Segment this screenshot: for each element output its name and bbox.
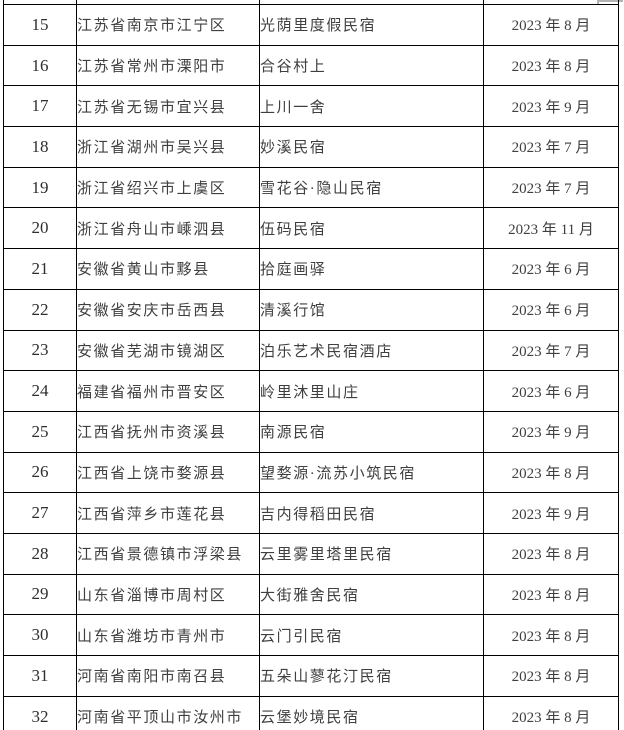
row-number-cell: 29 xyxy=(3,573,77,616)
table-row: 23 安徽省芜湖市镜湖区 泊乐艺术民宿酒店 2023 年 7 月 xyxy=(3,329,619,372)
row-number-cell: 28 xyxy=(3,532,77,575)
homestay-name-cell: 云堡妙境民宿 xyxy=(259,695,484,730)
table-row: 27 江西省萍乡市莲花县 吉内得稻田民宿 2023 年 9 月 xyxy=(3,492,619,534)
row-number-cell: 18 xyxy=(3,126,77,168)
row-number-cell: 25 xyxy=(3,410,77,453)
homestay-name-cell: 雪花谷·隐山民宿 xyxy=(259,166,484,209)
homestay-name-cell: 吉内得稻田民宿 xyxy=(259,492,484,534)
table-row: 26 江西省上饶市婺源县 望婺源·流苏小筑民宿 2023 年 8 月 xyxy=(3,451,619,494)
date-cell: 2023 年 8 月 xyxy=(483,451,619,494)
location-cell: 山东省淄博市周村区 xyxy=(76,573,260,616)
date-cell: 2023 年 8 月 xyxy=(483,655,619,697)
date-cell: 2023 年 6 月 xyxy=(483,288,619,331)
row-number-cell: 32 xyxy=(3,695,77,730)
table-row: 16 江苏省常州市溧阳市 合谷村上 2023 年 8 月 xyxy=(3,44,619,87)
partial-row-above xyxy=(3,0,619,5)
table-row: 20 浙江省舟山市嵊泗县 伍码民宿 2023 年 11 月 xyxy=(3,207,619,250)
row-number-cell: 24 xyxy=(3,370,77,412)
date-cell: 2023 年 7 月 xyxy=(483,126,619,168)
homestay-name-cell: 望婺源·流苏小筑民宿 xyxy=(259,451,484,494)
homestay-list-table: 15 江苏省南京市江宁区 光荫里度假民宿 2023 年 8 月 16 江苏省常州… xyxy=(3,0,619,730)
table-row: 18 浙江省湖州市吴兴县 妙溪民宿 2023 年 7 月 xyxy=(3,126,619,168)
location-cell: 江苏省常州市溧阳市 xyxy=(76,44,260,87)
date-cell: 2023 年 8 月 xyxy=(483,4,619,46)
date-cell: 2023 年 8 月 xyxy=(483,695,619,730)
table-row: 30 山东省潍坊市青州市 云门引民宿 2023 年 8 月 xyxy=(3,614,619,656)
table-row: 31 河南省南阳市南召县 五朵山蓼花汀民宿 2023 年 8 月 xyxy=(3,655,619,697)
location-cell: 浙江省湖州市吴兴县 xyxy=(76,126,260,168)
date-cell xyxy=(483,0,619,5)
row-number-cell: 30 xyxy=(3,614,77,656)
homestay-name-cell: 伍码民宿 xyxy=(259,207,484,250)
location-cell: 浙江省绍兴市上虞区 xyxy=(76,166,260,209)
location-cell: 浙江省舟山市嵊泗县 xyxy=(76,207,260,250)
row-number-cell: 31 xyxy=(3,655,77,697)
homestay-name-cell: 云里雾里塔里民宿 xyxy=(259,532,484,575)
homestay-name-cell: 上川一舍 xyxy=(259,85,484,128)
row-number-cell: 15 xyxy=(3,4,77,46)
date-cell: 2023 年 9 月 xyxy=(483,410,619,453)
homestay-name-cell: 泊乐艺术民宿酒店 xyxy=(259,329,484,372)
table-row: 25 江西省抚州市资溪县 南源民宿 2023 年 9 月 xyxy=(3,410,619,453)
location-cell: 江苏省无锡市宜兴县 xyxy=(76,85,260,128)
table-row: 29 山东省淄博市周村区 大街雅舍民宿 2023 年 8 月 xyxy=(3,573,619,616)
row-number-cell: 27 xyxy=(3,492,77,534)
row-number-cell: 16 xyxy=(3,44,77,87)
date-cell: 2023 年 8 月 xyxy=(483,532,619,575)
homestay-name-cell: 大街雅舍民宿 xyxy=(259,573,484,616)
location-cell: 江西省抚州市资溪县 xyxy=(76,410,260,453)
location-cell: 山东省潍坊市青州市 xyxy=(76,614,260,656)
date-cell: 2023 年 6 月 xyxy=(483,370,619,412)
location-cell: 河南省平顶山市汝州市 xyxy=(76,695,260,730)
date-cell: 2023 年 6 月 xyxy=(483,248,619,290)
row-number-cell: 26 xyxy=(3,451,77,494)
date-cell: 2023 年 7 月 xyxy=(483,166,619,209)
table-row: 22 安徽省安庆市岳西县 清溪行馆 2023 年 6 月 xyxy=(3,288,619,331)
date-cell: 2023 年 8 月 xyxy=(483,614,619,656)
location-cell: 安徽省黄山市黟县 xyxy=(76,248,260,290)
table-row: 19 浙江省绍兴市上虞区 雪花谷·隐山民宿 2023 年 7 月 xyxy=(3,166,619,209)
table-row: 24 福建省福州市晋安区 岭里沐里山庄 2023 年 6 月 xyxy=(3,370,619,412)
homestay-name-cell: 云门引民宿 xyxy=(259,614,484,656)
location-cell: 河南省南阳市南召县 xyxy=(76,655,260,697)
date-cell: 2023 年 9 月 xyxy=(483,85,619,128)
table-container: 15 江苏省南京市江宁区 光荫里度假民宿 2023 年 8 月 16 江苏省常州… xyxy=(3,0,619,730)
date-cell: 2023 年 8 月 xyxy=(483,573,619,616)
row-number-cell: 21 xyxy=(3,248,77,290)
row-number-cell: 20 xyxy=(3,207,77,250)
table-row: 28 江西省景德镇市浮梁县 云里雾里塔里民宿 2023 年 8 月 xyxy=(3,532,619,575)
date-cell: 2023 年 7 月 xyxy=(483,329,619,372)
location-cell: 福建省福州市晋安区 xyxy=(76,370,260,412)
table-row: 15 江苏省南京市江宁区 光荫里度假民宿 2023 年 8 月 xyxy=(3,4,619,46)
homestay-name-cell: 拾庭画驿 xyxy=(259,248,484,290)
location-cell: 江西省景德镇市浮梁县 xyxy=(76,532,260,575)
homestay-name-cell: 合谷村上 xyxy=(259,44,484,87)
table-row: 17 江苏省无锡市宜兴县 上川一舍 2023 年 9 月 xyxy=(3,85,619,128)
row-number-cell: 23 xyxy=(3,329,77,372)
table-row: 21 安徽省黄山市黟县 拾庭画驿 2023 年 6 月 xyxy=(3,248,619,290)
homestay-name-cell: 五朵山蓼花汀民宿 xyxy=(259,655,484,697)
location-cell: 江西省萍乡市莲花县 xyxy=(76,492,260,534)
homestay-name-cell: 岭里沐里山庄 xyxy=(259,370,484,412)
row-number-cell: 22 xyxy=(3,288,77,331)
location-cell: 安徽省芜湖市镜湖区 xyxy=(76,329,260,372)
date-cell: 2023 年 11 月 xyxy=(483,207,619,250)
homestay-name-cell: 清溪行馆 xyxy=(259,288,484,331)
homestay-name-cell: 妙溪民宿 xyxy=(259,126,484,168)
row-number-cell: 17 xyxy=(3,85,77,128)
location-cell: 江苏省南京市江宁区 xyxy=(76,4,260,46)
date-cell: 2023 年 9 月 xyxy=(483,492,619,534)
row-number-cell: 19 xyxy=(3,166,77,209)
homestay-name-cell: 南源民宿 xyxy=(259,410,484,453)
date-cell: 2023 年 8 月 xyxy=(483,44,619,87)
location-cell: 江西省上饶市婺源县 xyxy=(76,451,260,494)
table-row: 32 河南省平顶山市汝州市 云堡妙境民宿 2023 年 8 月 xyxy=(3,695,619,730)
homestay-name-cell: 光荫里度假民宿 xyxy=(259,4,484,46)
table-body: 15 江苏省南京市江宁区 光荫里度假民宿 2023 年 8 月 16 江苏省常州… xyxy=(3,0,619,730)
location-cell: 安徽省安庆市岳西县 xyxy=(76,288,260,331)
